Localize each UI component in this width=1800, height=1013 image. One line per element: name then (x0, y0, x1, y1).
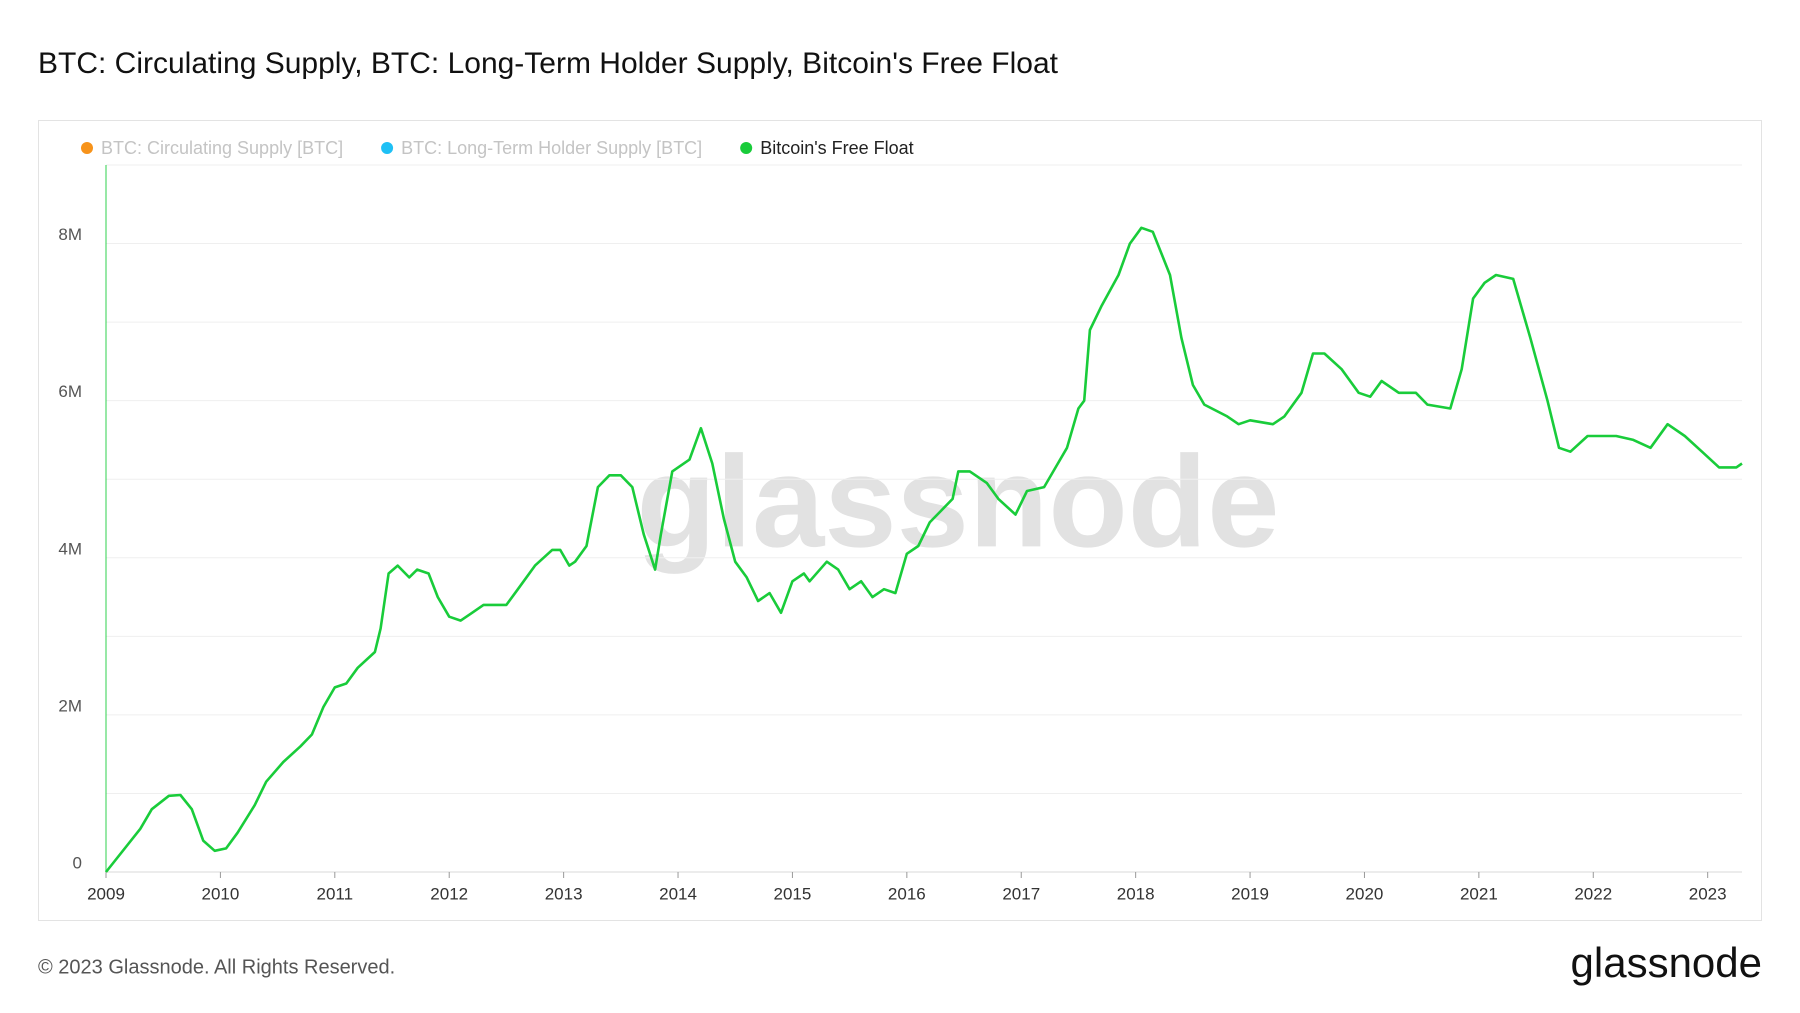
y-tick-label: 8M (58, 225, 82, 244)
x-tick-label: 2012 (430, 884, 468, 903)
chart-frame (38, 120, 1762, 921)
legend-label[interactable]: Bitcoin's Free Float (760, 138, 914, 158)
y-tick-label: 4M (58, 539, 82, 558)
legend-dot[interactable] (381, 142, 394, 154)
x-tick-label: 2020 (1346, 884, 1384, 903)
y-tick-label: 0 (73, 853, 82, 872)
x-tick-label: 2019 (1231, 884, 1269, 903)
legend-label[interactable]: BTC: Circulating Supply [BTC] (101, 138, 343, 158)
x-tick-label: 2015 (774, 884, 812, 903)
x-tick-label: 2010 (201, 884, 239, 903)
x-tick-label: 2022 (1574, 884, 1612, 903)
watermark: glassnode (637, 428, 1280, 574)
x-tick-label: 2017 (1002, 884, 1040, 903)
x-tick-label: 2018 (1117, 884, 1155, 903)
x-tick-label: 2013 (545, 884, 583, 903)
chart-title: BTC: Circulating Supply, BTC: Long-Term … (38, 47, 1059, 80)
legend-dot[interactable] (81, 142, 93, 154)
logo: glassnode (1571, 939, 1762, 986)
x-tick-label: 2014 (659, 884, 697, 903)
x-tick-label: 2023 (1689, 884, 1727, 903)
legend-label[interactable]: BTC: Long-Term Holder Supply [BTC] (401, 138, 702, 158)
footer: © 2023 Glassnode. All Rights Reserved. (38, 956, 395, 978)
y-tick-label: 2M (58, 696, 82, 715)
legend-dot[interactable] (740, 142, 753, 154)
x-tick-label: 2011 (317, 884, 354, 903)
y-tick-label: 6M (58, 382, 82, 401)
x-tick-label: 2016 (888, 884, 926, 903)
series-line (104, 226, 1743, 873)
x-tick-label: 2009 (87, 884, 125, 903)
x-tick-label: 2021 (1460, 884, 1498, 903)
